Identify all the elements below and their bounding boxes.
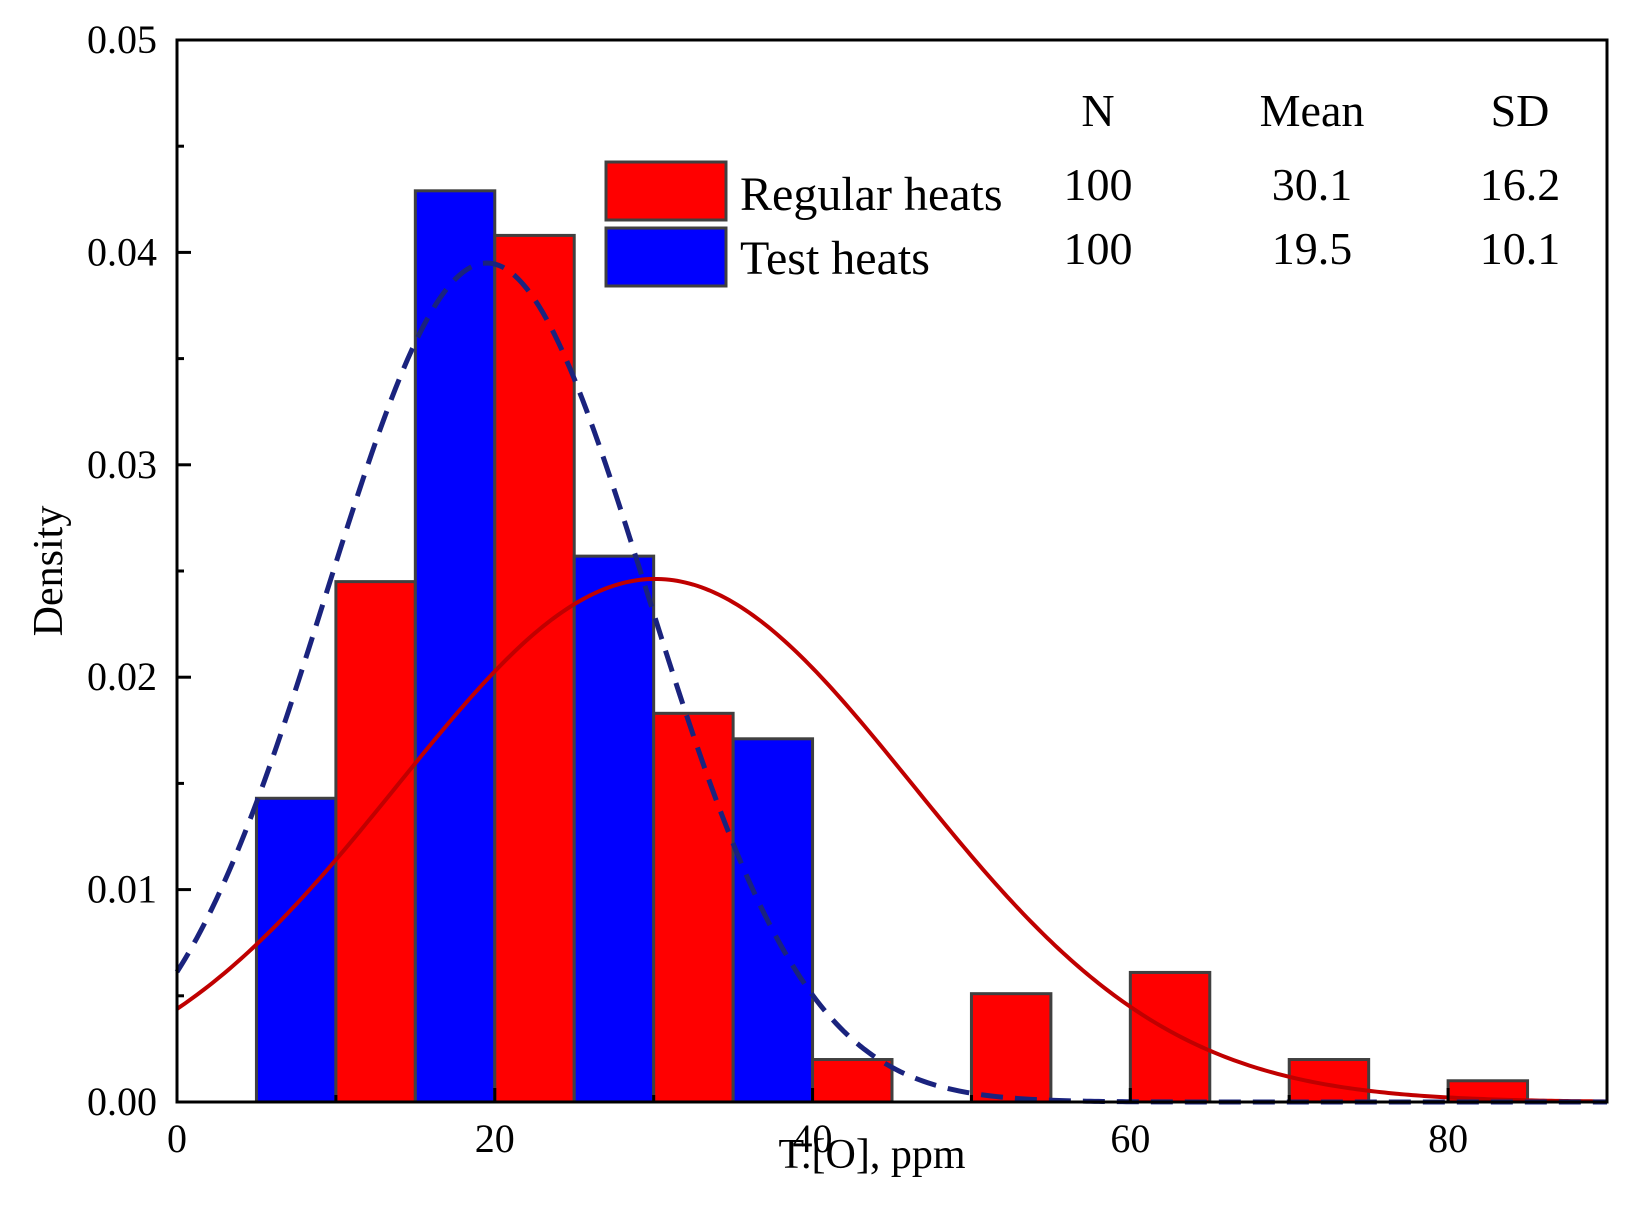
x-axis-title: T.[O], ppm bbox=[778, 1132, 965, 1178]
bar-test-heats-5-10 bbox=[254, 796, 338, 1104]
legend-swatch-test-heats bbox=[604, 226, 728, 288]
stats-header-mean: Mean bbox=[1260, 85, 1365, 136]
bar-regular-heats-40-45 bbox=[811, 1058, 894, 1104]
stats-test-n: 100 bbox=[1064, 223, 1133, 274]
y-tick-label: 0.02 bbox=[87, 654, 157, 699]
x-tick-label: 0 bbox=[167, 1116, 187, 1161]
stats-test-mean: 19.5 bbox=[1272, 223, 1353, 274]
y-axis-title: Density bbox=[26, 506, 72, 637]
stats-regular-sd: 16.2 bbox=[1480, 159, 1561, 210]
x-tick-label: 60 bbox=[1110, 1116, 1150, 1161]
y-tick-label: 0.03 bbox=[87, 442, 157, 487]
bars-layer bbox=[254, 189, 1530, 1104]
stats-table: N Mean SD 100 30.1 16.2 100 19.5 10.1 bbox=[1064, 85, 1561, 274]
y-tick-label: 0.04 bbox=[87, 229, 157, 274]
stats-regular-mean: 30.1 bbox=[1272, 159, 1353, 210]
y-tick-label: 0.05 bbox=[87, 17, 157, 62]
legend: Regular heats Test heats bbox=[604, 160, 1003, 288]
bar-test-heats-15-20 bbox=[413, 189, 497, 1104]
bar-regular-heats-30-35 bbox=[652, 711, 735, 1104]
bar-regular-heats-10-15 bbox=[334, 580, 417, 1104]
bar-regular-heats-20-25 bbox=[493, 233, 576, 1104]
x-tick-label: 20 bbox=[475, 1116, 515, 1161]
y-tick-label: 0.00 bbox=[87, 1079, 157, 1124]
legend-label-test-heats: Test heats bbox=[740, 232, 930, 285]
bar-test-heats-35-40 bbox=[731, 737, 815, 1104]
stats-header-n: N bbox=[1081, 85, 1114, 136]
x-tick-label: 80 bbox=[1428, 1116, 1468, 1161]
stats-header-sd: SD bbox=[1491, 85, 1550, 136]
normal-fit-curve-regular-heats bbox=[175, 576, 1608, 1104]
y-tick-label: 0.01 bbox=[87, 867, 157, 912]
bar-test-heats-25-30 bbox=[572, 554, 656, 1104]
bar-regular-heats-60-65 bbox=[1128, 970, 1212, 1104]
ticks-layer bbox=[175, 38, 1450, 1104]
stats-regular-n: 100 bbox=[1064, 159, 1133, 210]
x-tick-label: 40 bbox=[793, 1116, 833, 1161]
legend-swatch-regular-heats bbox=[604, 160, 728, 222]
stats-test-sd: 10.1 bbox=[1480, 223, 1561, 274]
tick-labels-layer: 0 20 40 60 80 0.00 0.01 0.02 0.03 0.04 0.05 bbox=[87, 17, 1468, 1161]
legend-label-regular-heats: Regular heats bbox=[740, 168, 1003, 221]
bar-regular-heats-50-55 bbox=[969, 992, 1053, 1104]
